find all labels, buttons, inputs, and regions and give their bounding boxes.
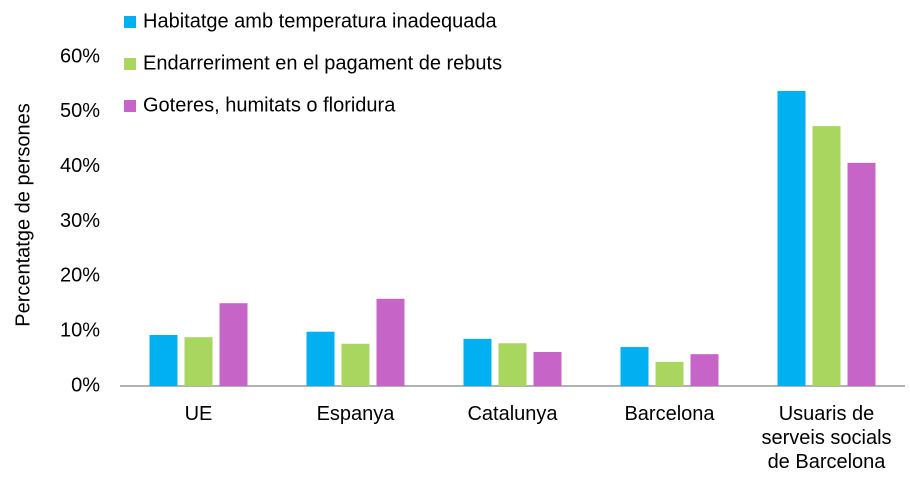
bar: [533, 352, 562, 386]
bar: [219, 303, 248, 386]
x-tick-label: Barcelona: [624, 403, 715, 425]
bar: [690, 354, 719, 386]
legend-label: Endarreriment en el pagament de rebuts: [143, 52, 502, 74]
bar: [463, 338, 492, 386]
bar: [306, 331, 335, 386]
y-tick-label: 60%: [60, 45, 100, 67]
legend-swatch: [124, 100, 136, 112]
bar: [847, 162, 876, 386]
bar: [812, 126, 841, 386]
y-tick-label: 40%: [60, 155, 100, 177]
bar: [341, 343, 370, 386]
x-tick-label: Usuaris de serveis socials de Barcelona: [761, 403, 892, 473]
bar: [149, 335, 178, 386]
y-tick-label: 0%: [71, 374, 100, 396]
x-tick-label: Catalunya: [467, 403, 558, 425]
y-tick-label: 30%: [60, 210, 100, 232]
x-tick-label: Espanya: [316, 403, 395, 425]
legend-swatch: [124, 58, 136, 70]
bar: [777, 90, 806, 386]
bar: [184, 337, 213, 386]
y-tick-label: 50%: [60, 100, 100, 122]
x-tick-label: UE: [184, 403, 213, 425]
bar: [620, 347, 649, 386]
bar: [376, 298, 405, 386]
bar: [655, 361, 684, 386]
y-axis-title: Percentatge de persones: [12, 103, 34, 327]
legend-label: Habitatge amb temperatura inadequada: [143, 10, 497, 32]
y-tick-label: 10%: [60, 319, 100, 341]
y-tick-label: 20%: [60, 265, 100, 287]
legend-swatch: [124, 16, 136, 28]
legend-label: Goteres, humitats o floridura: [143, 94, 396, 116]
bar: [498, 343, 527, 386]
